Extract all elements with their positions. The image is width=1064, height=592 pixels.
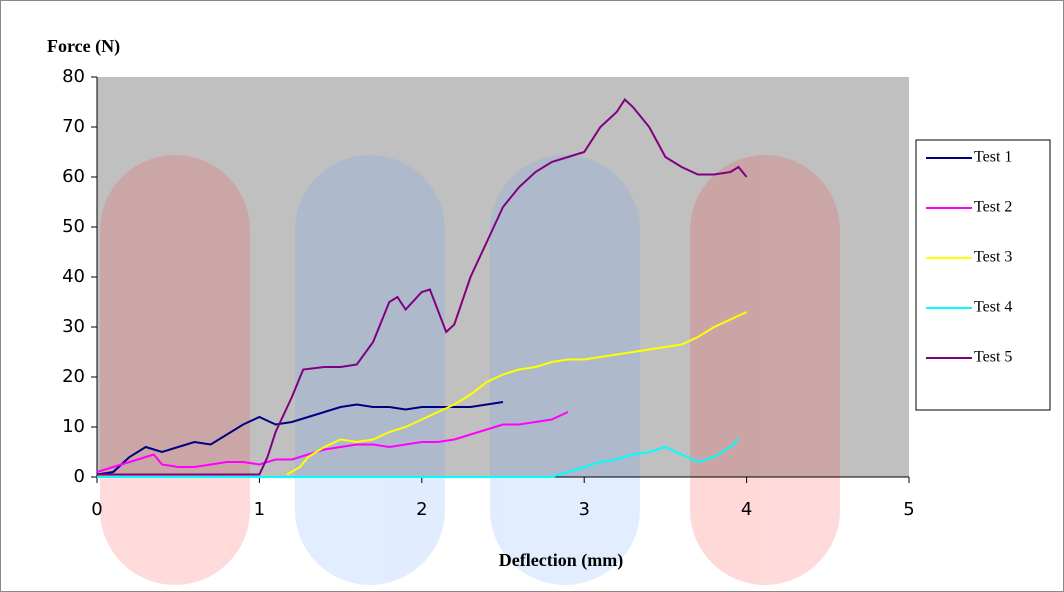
y-tick-label: 30 (62, 316, 85, 337)
legend-label: Test 2 (974, 199, 1012, 216)
x-axis-title: Deflection (mm) (499, 550, 623, 571)
y-tick-label: 60 (62, 166, 85, 187)
series-line (286, 311, 748, 476)
x-tick-label: 0 (91, 499, 102, 520)
x-tick-label: 2 (416, 499, 427, 520)
watermark-shape (490, 155, 640, 585)
y-axis-title: Force (N) (47, 36, 120, 57)
x-tick-label: 4 (741, 499, 752, 520)
plot-area (97, 77, 909, 477)
y-tick-label: 20 (62, 366, 85, 387)
legend-label: Test 3 (974, 249, 1012, 266)
series-line (96, 401, 504, 476)
legend-label: Test 1 (974, 149, 1012, 166)
series-line (97, 97, 748, 476)
y-tick-label: 70 (62, 116, 85, 137)
legend-label: Test 4 (974, 299, 1012, 316)
series-line (97, 438, 740, 478)
series-line (96, 411, 569, 473)
legend-label: Test 5 (974, 349, 1012, 366)
y-tick-label: 80 (62, 66, 85, 87)
y-tick-label: 40 (62, 266, 85, 287)
y-tick-label: 10 (62, 416, 85, 437)
watermark-shape (295, 155, 445, 585)
legend (915, 139, 1051, 411)
x-tick-label: 5 (903, 499, 914, 520)
y-tick-label: 0 (74, 466, 85, 487)
y-tick-label: 50 (62, 216, 85, 237)
watermark-shape (690, 155, 840, 585)
x-tick-label: 1 (254, 499, 265, 520)
watermark-shape (100, 155, 250, 585)
x-tick-label: 3 (578, 499, 589, 520)
